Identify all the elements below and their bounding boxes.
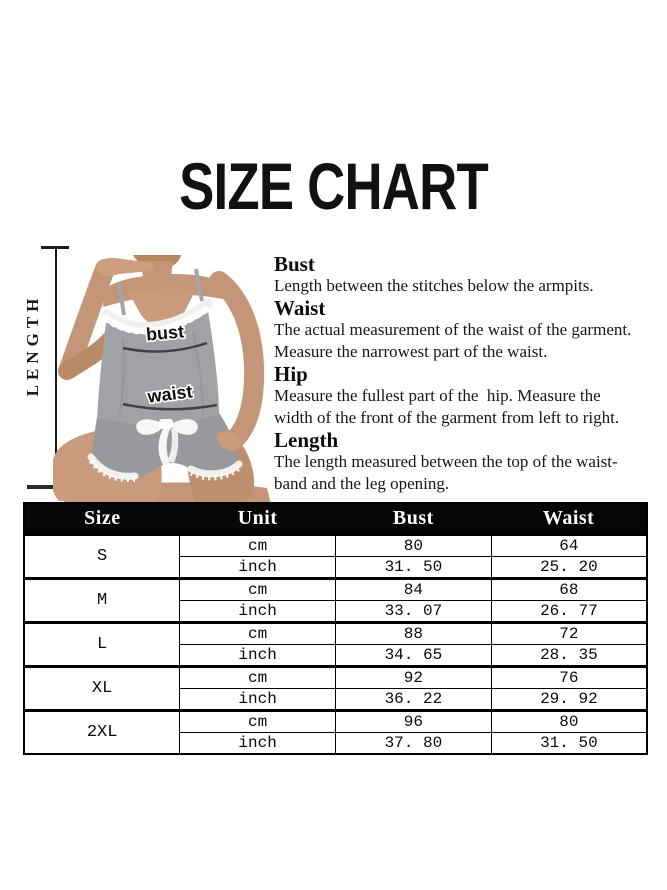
bow-tail	[158, 429, 170, 465]
unit-cell: cm	[179, 533, 336, 557]
size-cell: M	[23, 577, 181, 623]
shorts-lace-right	[187, 460, 243, 478]
waist-cell: 64	[490, 533, 648, 557]
size-cell: S	[23, 533, 181, 579]
bow-knot	[159, 419, 173, 429]
unit-cell: cm	[179, 709, 336, 733]
spec-term-waist: Waist	[274, 296, 326, 320]
col-header-size: Size	[24, 503, 180, 535]
waist-cell: 72	[490, 621, 648, 645]
spec-term-length: Length	[274, 428, 339, 452]
shorts-lace-left	[87, 453, 139, 480]
waist-cell: 76	[490, 665, 648, 689]
cami-top	[97, 305, 219, 427]
spec-text-length: The length measured between the top of t…	[274, 452, 618, 471]
bust-cell: 88	[335, 621, 492, 645]
waist-cell: 80	[490, 709, 648, 733]
bow-loop-right	[173, 419, 198, 435]
table-row: L cm 88 72	[23, 621, 648, 667]
bust-cell: 92	[335, 665, 492, 689]
unit-cell: inch	[179, 732, 336, 755]
waist-measure-curve	[122, 402, 218, 411]
bust-cell: 37. 80	[335, 732, 492, 755]
lace-neckline	[101, 299, 213, 332]
bust-cell: 80	[335, 533, 492, 557]
length-label: LENGTH	[23, 293, 42, 397]
spec-text-waist: Measure the narrowest part of the waist.	[274, 342, 548, 361]
cami-strap-left	[117, 282, 126, 316]
cami-strap-right	[194, 268, 204, 302]
table-row: M cm 84 68	[23, 577, 648, 623]
model-hand	[97, 257, 154, 276]
length-measure-bottom-cap	[27, 485, 74, 489]
bust-cell: 84	[335, 577, 492, 601]
bust-cell: 96	[335, 709, 492, 733]
table-row: inch 33. 07 26. 77	[24, 600, 648, 623]
bust-cell: 33. 07	[335, 600, 492, 623]
bust-cell: 31. 50	[335, 556, 492, 579]
col-header-bust: Bust	[335, 503, 492, 535]
waist-cell: 25. 20	[490, 556, 648, 579]
table-row: inch 31. 50 25. 20	[24, 556, 648, 579]
col-header-unit: Unit	[179, 503, 336, 535]
waist-cell: 28. 35	[490, 644, 648, 667]
unit-cell: cm	[179, 577, 336, 601]
table-row: inch 37. 80 31. 50	[24, 732, 648, 755]
spec-text-hip: width of the front of the garment from l…	[274, 408, 620, 427]
cami-fold	[118, 338, 125, 418]
bow-tail	[167, 429, 179, 463]
lace-neckline-scallop	[102, 304, 212, 335]
spec-text-waist: The actual measurement of the waist of t…	[274, 320, 632, 339]
page-title: SIZE CHART	[179, 149, 489, 223]
unit-cell: inch	[179, 688, 336, 711]
unit-cell: cm	[179, 665, 336, 689]
spec-text-hip: Measure the fullest part of the hip. Mea…	[274, 386, 601, 405]
measurement-definitions: Bust Length between the stitches below t…	[274, 253, 659, 495]
bust-cell: 34. 65	[335, 644, 492, 667]
bow-loop-left	[136, 419, 161, 435]
unit-cell: inch	[179, 644, 336, 667]
size-cell: 2XL	[23, 709, 181, 755]
spec-term-hip: Hip	[274, 362, 308, 386]
size-table-header-row: Size Unit Bust Waist	[24, 503, 647, 535]
waist-cell: 29. 92	[490, 688, 648, 711]
bust-measure-curve	[122, 341, 208, 353]
table-row: 2XL cm 96 80	[23, 709, 648, 755]
unit-cell: inch	[179, 556, 336, 579]
spec-text-length: band and the leg opening.	[274, 474, 450, 493]
unit-cell: inch	[179, 600, 336, 623]
col-header-waist: Waist	[491, 503, 647, 535]
table-row: XL cm 92 76	[23, 665, 648, 711]
spec-term-bust: Bust	[274, 252, 315, 276]
model-far-hand	[216, 430, 242, 452]
bust-tag-label: bust	[145, 321, 185, 344]
waist-cell: 68	[490, 577, 648, 601]
model-photo: bust waist	[53, 255, 271, 504]
model-far-arm	[209, 271, 265, 447]
size-table: Size Unit Bust Waist S cm 80 64 inch 31.…	[23, 502, 648, 755]
waist-cell: 26. 77	[490, 600, 648, 623]
size-cell: XL	[23, 665, 181, 711]
waist-cell: 31. 50	[490, 732, 648, 755]
table-row: S cm 80 64	[23, 533, 648, 579]
table-row: inch 36. 22 29. 92	[24, 688, 648, 711]
spec-text-bust: Length between the stitches below the ar…	[274, 276, 594, 295]
length-measure-line	[55, 247, 57, 487]
unit-cell: cm	[179, 621, 336, 645]
bust-cell: 36. 22	[335, 688, 492, 711]
size-cell: L	[23, 621, 181, 667]
